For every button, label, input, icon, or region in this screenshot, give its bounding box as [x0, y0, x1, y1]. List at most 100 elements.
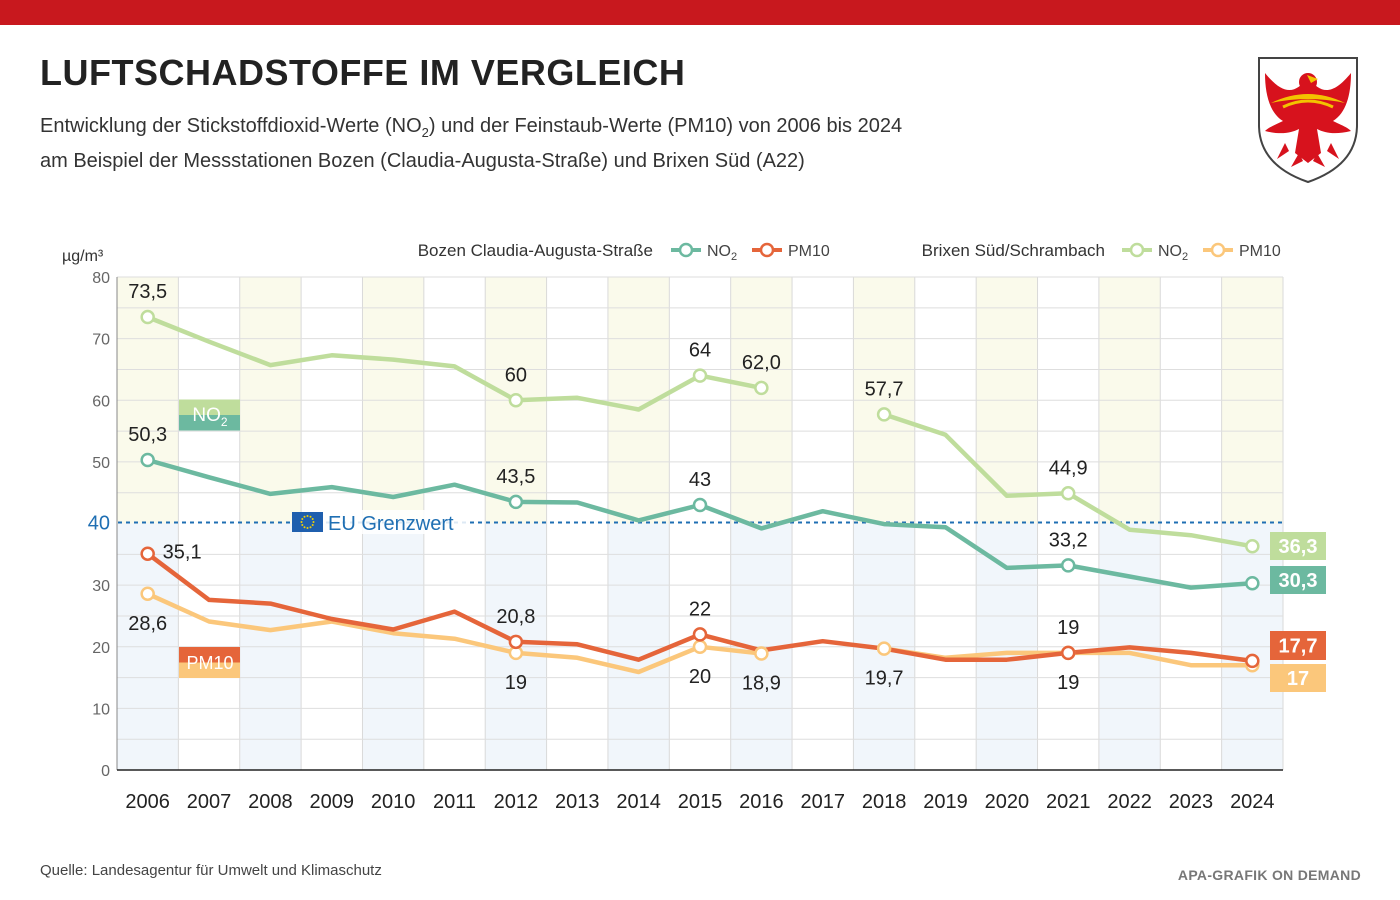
- x-tick-label-2017: 2017: [800, 791, 845, 813]
- legend-brixen-no2-main: NO: [1158, 243, 1182, 260]
- end-value-labels: 36,3 30,3 17 17,7: [1270, 532, 1326, 692]
- end-label-box-brixen_no2: [1270, 532, 1326, 560]
- end-label-brixen_pm10: 17: [1287, 668, 1309, 690]
- series-line-brixen_pm10-0: [145, 591, 764, 675]
- end-label-box-bozen_pm10: [1270, 631, 1326, 660]
- legend-bozen-no2-main: NO: [707, 243, 731, 260]
- subtitle-line-2: am Beispiel der Messstationen Bozen (Cla…: [40, 150, 805, 172]
- eu-flag-star: [309, 526, 312, 529]
- data-label-brixen_pm10-2021: 19: [1057, 672, 1079, 694]
- band-label-no2: NO2: [192, 405, 228, 429]
- data-label-brixen_pm10-2012: 19: [505, 672, 527, 694]
- end-label-box-bozen_no2: [1270, 566, 1326, 594]
- legend-brixen-no2-label: NO2: [1158, 243, 1188, 263]
- subtitle-line-1-sub: 2: [421, 125, 429, 140]
- data-label-brixen_pm10-2006: 28,6: [128, 613, 167, 635]
- marker-bozen_no2-2006: [140, 452, 155, 468]
- marker-brixen_no2-2024: [1245, 539, 1260, 554]
- x-tick-label-2011: 2011: [433, 791, 476, 813]
- marker-brixen_no2-2021: [1060, 486, 1076, 501]
- eu-flag-star: [311, 524, 314, 526]
- data-label-brixen_pm10-2015: 20: [689, 666, 711, 688]
- y-tick-label-40: 40: [88, 513, 110, 535]
- legend-bozen-no2-sub: 2: [731, 251, 737, 263]
- marker-bozen_no2-2015: [692, 497, 708, 513]
- x-tick-label-2023: 2023: [1169, 791, 1214, 813]
- eu-limit-label: EU Grenzwert: [328, 513, 454, 535]
- eu-flag-star: [306, 515, 309, 517]
- data-label-brixen_pm10-2016: 18,9: [742, 673, 781, 695]
- marker-bozen_no2-2012: [508, 494, 524, 510]
- end-label-brixen_no2: 36,3: [1279, 536, 1318, 558]
- data-label-bozen_pm10-2012: 20,8: [496, 606, 535, 628]
- x-tick-label-2006: 2006: [125, 791, 170, 813]
- x-tick-label-2018: 2018: [862, 791, 907, 813]
- eu-flag-star: [301, 518, 304, 520]
- x-tick-label-2008: 2008: [248, 791, 293, 813]
- marker-brixen_pm10-2015: [692, 639, 708, 654]
- grid: [117, 276, 1284, 770]
- band-labels: NO2 PM10: [179, 399, 240, 678]
- x-tick-label-2024: 2024: [1230, 791, 1275, 813]
- top-red-bar: [0, 0, 1400, 25]
- data-labels: 73,5 60 64 62,0 57,7 44,9 50,3 43,5 43 33,2 28,6 19…: [128, 281, 1087, 694]
- eu-limit: EU Grenzwert: [118, 510, 1283, 535]
- data-label-bozen_pm10-2015: 22: [689, 598, 711, 620]
- band-label-no2-top: [179, 399, 240, 415]
- eu-flag-star: [300, 521, 303, 523]
- y-tick-label-20: 20: [92, 640, 110, 657]
- x-tick-label-2014: 2014: [616, 791, 661, 813]
- data-label-brixen_no2-2016: 62,0: [742, 352, 781, 374]
- band-label-no2-sub: 2: [221, 415, 228, 429]
- marker-brixen_pm10-2018: [876, 641, 892, 656]
- y-tick-label-70: 70: [92, 332, 110, 349]
- legend-group-bozen: Bozen Claudia-Augusta-Straße: [418, 241, 653, 260]
- x-tick-label-2021: 2021: [1046, 791, 1091, 813]
- data-label-bozen_no2-2015: 43: [689, 469, 711, 491]
- x-tick-label-2020: 2020: [985, 791, 1030, 813]
- page-title: LUFTSCHADSTOFFE IM VERGLEICH: [40, 52, 686, 93]
- marker-brixen_no2-2006: [140, 309, 155, 325]
- data-label-brixen_pm10-2018: 19,7: [865, 668, 904, 690]
- x-tick-label-2009: 2009: [310, 791, 355, 813]
- y-tick-label-80: 80: [92, 270, 110, 287]
- data-label-brixen_no2-2006: 73,5: [128, 281, 167, 303]
- marker-brixen_pm10-2006: [140, 586, 155, 602]
- end-label-bozen_no2: 30,3: [1279, 570, 1318, 592]
- credit-note: APA-GRAFIK ON DEMAND: [1177, 867, 1361, 883]
- legend-bozen-pm10-label: PM10: [788, 243, 830, 260]
- source-note: Quelle: Landesagentur für Umwelt und Kli…: [40, 862, 382, 879]
- subtitle: Entwicklung der Stickstoffdioxid-Werte (…: [40, 112, 1190, 176]
- data-label-brixen_no2-2012: 60: [505, 364, 527, 386]
- x-tick-label-2013: 2013: [555, 791, 600, 813]
- eu-flag-star: [312, 521, 315, 523]
- legend-brixen-pm10-marker: [1210, 242, 1226, 258]
- data-label-brixen_no2-2015: 64: [689, 340, 711, 362]
- legend-brixen-pm10-label: PM10: [1239, 243, 1281, 260]
- legend-group-brixen: Brixen Süd/Schrambach: [922, 241, 1105, 260]
- data-label-bozen_pm10-2021: 19: [1057, 617, 1079, 639]
- eu-flag-star: [309, 515, 312, 518]
- band-label-no2-main: NO: [192, 405, 221, 426]
- coat-of-arms-logo: [1258, 57, 1358, 184]
- y-tick-label-30: 30: [92, 578, 110, 595]
- marker-brixen_no2-2018: [876, 407, 892, 422]
- band-label-pm10-bottom: [179, 662, 240, 678]
- axes: 0 10 20 30 40 50 60 70 80 µg/m³ 2006 2007 2008 2009 20…: [62, 248, 1283, 813]
- x-tick-label-2010: 2010: [371, 791, 416, 813]
- legend-bozen-no2-marker: [678, 242, 694, 258]
- band-label-pm10: PM10: [186, 653, 233, 673]
- subtitle-line-1: Entwicklung der Stickstoffdioxid-Werte (…: [40, 112, 1190, 147]
- marker-brixen_no2-2015: [692, 368, 708, 383]
- legend: Bozen Claudia-Augusta-Straße NO2 PM10 Br…: [418, 241, 1281, 263]
- marker-brixen_no2-2016: [754, 380, 769, 396]
- data-label-bozen_no2-2021: 33,2: [1049, 529, 1088, 551]
- legend-bozen-pm10-marker: [759, 242, 775, 258]
- end-label-box-brixen_pm10: [1270, 664, 1326, 692]
- data-label-brixen_no2-2021: 44,9: [1049, 457, 1088, 479]
- x-tick-label-2012: 2012: [494, 791, 539, 813]
- eu-flag-star: [311, 518, 314, 520]
- legend-bozen-no2-label: NO2: [707, 243, 737, 263]
- y-tick-label-0: 0: [101, 763, 110, 780]
- end-label-bozen_pm10: 17,7: [1279, 636, 1318, 658]
